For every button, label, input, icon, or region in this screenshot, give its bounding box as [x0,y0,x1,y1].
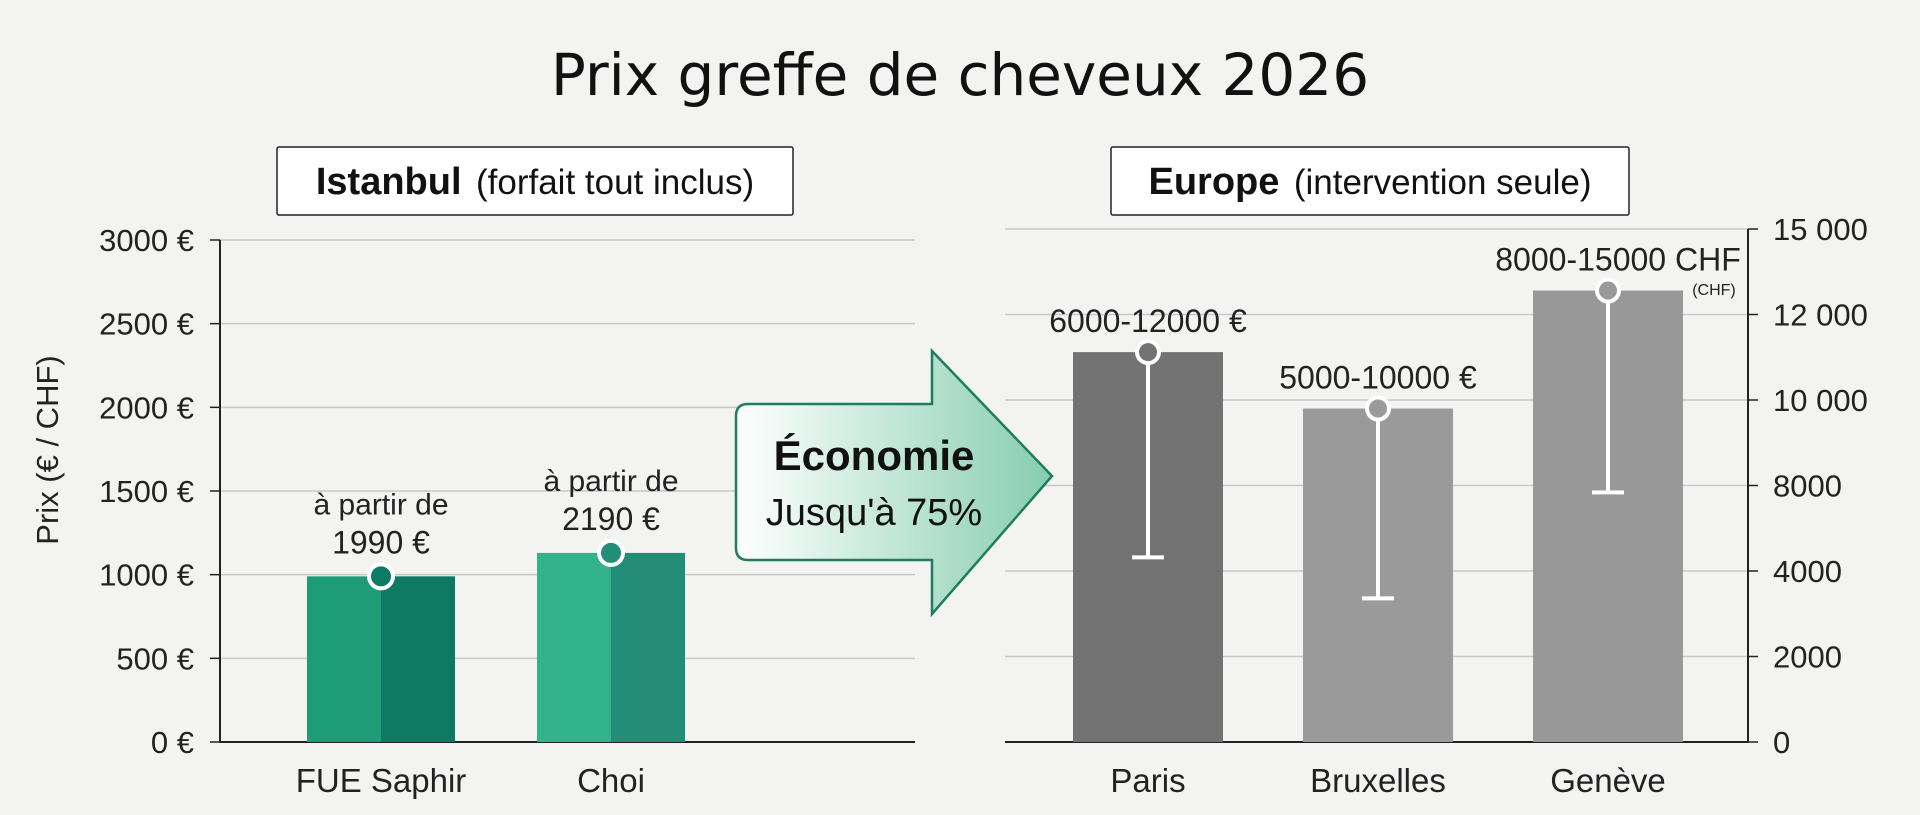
left-bar [307,576,381,742]
chart-title: Prix greffe de cheveux 2026 [551,41,1369,109]
left-bar [537,552,611,742]
left-tick-label: 1500 € [99,474,194,509]
left-tick-label: 0 € [151,725,194,760]
right-bar-label: 6000-12000 € [1049,303,1247,339]
left-tick-label: 3000 € [99,223,194,258]
left-bar-marker [367,562,395,591]
left-category-label: FUE Saphir [296,762,467,799]
savings-title: Économie [774,432,975,479]
y-axis-label: Prix (€ / CHF) [30,355,65,544]
left-y-axis: 0 € 500 € 1000 € 1500 € 2000 € 2500 € 3000 € [99,223,915,760]
right-tick-label: 10 000 [1773,383,1868,418]
right-tick-label: 15 000 [1773,212,1868,247]
right-header-rest: (intervention seule) [1294,163,1592,202]
right-bar-label: 5000-10000 € [1279,360,1477,396]
right-bars: 6000-12000 € Paris 5000-10000 € Bruxelles 80… [1049,242,1741,799]
svg-text:Europe (intervention seu: Europe (intervention seule) [1148,161,1591,203]
right-category-label: Bruxelles [1310,762,1446,799]
left-tick-label: 1000 € [99,558,194,593]
savings-text: Jusqu'à 75% [766,492,982,534]
right-tick-label: 2000 [1773,640,1842,675]
left-tick-label: 2000 € [99,390,194,425]
right-y-axis: 0 2000 4000 8000 10 000 12 000 15 000 [1005,212,1868,760]
left-bar-label-line1: à partir de [313,488,448,521]
left-bar-shade [381,576,455,742]
right-tick-label: 8000 [1773,469,1842,504]
right-tick-label: 0 [1773,725,1790,760]
left-header-bold: Istanbul [316,161,462,203]
svg-text:Istanbul (forfait tout i: Istanbul (forfait tout inclus) [316,161,754,203]
left-tick-label: 500 € [116,641,194,676]
right-range-marker [1595,277,1621,304]
arrow-shape [734,347,1054,618]
right-tick-label: 4000 [1773,554,1842,589]
left-category-label: Choi [577,762,645,799]
savings-arrow: Économie Jusqu'à 75% [734,347,1054,618]
left-tick-label: 2500 € [99,307,194,342]
right-tick-label: 12 000 [1773,298,1868,333]
right-header-bold: Europe [1148,161,1279,203]
left-panel-header: Istanbul (forfait tout inclus) [276,146,794,216]
right-panel-header: Europe (intervention seule) [1110,146,1630,216]
left-bar-marker [597,538,625,567]
right-category-label: Paris [1110,762,1185,799]
left-header-rest: (forfait tout inclus) [476,163,754,202]
left-bar-label-line1: à partir de [543,465,678,498]
right-currency-note: (CHF) [1692,282,1736,299]
left-bar-label-line2: 2190 € [562,501,660,537]
left-bar-label-line2: 1990 € [332,524,430,560]
right-range-marker [1365,395,1391,422]
right-category-label: Genève [1550,762,1666,799]
left-bar-shade [611,552,685,742]
right-range-marker [1135,339,1161,366]
right-bar-label: 8000-15000 CHF [1495,242,1740,278]
